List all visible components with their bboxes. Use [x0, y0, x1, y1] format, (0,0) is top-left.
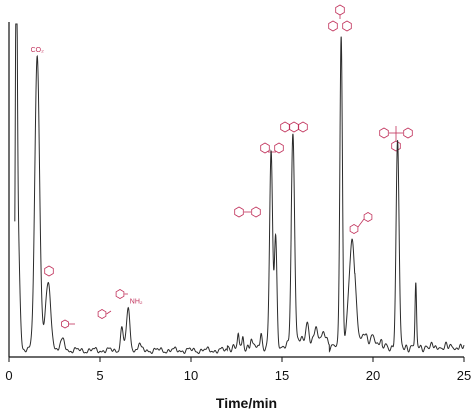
- diphenylurea-ring-b-icon: [363, 212, 373, 222]
- x-tick-label: 10: [184, 368, 198, 383]
- x-tick-label: 25: [457, 368, 471, 383]
- aniline-structure-icon: [115, 289, 125, 299]
- structure-icons: [44, 4, 413, 329]
- triphenylurea-ring-c-icon: [391, 140, 401, 152]
- diphenylurea-ring-a-icon: [349, 224, 359, 234]
- bond-line: [357, 218, 365, 228]
- phenazine-ring-b-icon: [289, 121, 299, 133]
- phenylcarbazole-ring-right-icon: [342, 20, 352, 32]
- chromatogram-trace: [14, 23, 465, 355]
- triphenylurea-ring-a-icon: [379, 127, 389, 139]
- peak-labels: CO₂ NH₂: [31, 47, 143, 306]
- x-axis-title: Time/min: [216, 395, 277, 411]
- x-tick-label: 15: [275, 368, 289, 383]
- toluene-structure-icon: [61, 319, 69, 329]
- x-tick-label: 20: [366, 368, 380, 383]
- peak-label: CO₂: [31, 47, 45, 54]
- fluorene-ring-b-icon: [274, 142, 284, 154]
- fluorene-ring-a-icon: [260, 142, 270, 154]
- x-tick-label: 0: [5, 368, 12, 383]
- phenazine-ring-c-icon: [298, 121, 308, 133]
- diphenylamine-ring-b-icon: [251, 206, 261, 218]
- diphenylamine-ring-a-icon: [234, 206, 244, 218]
- x-tick-label: 5: [96, 368, 103, 383]
- peak-label: NH₂: [130, 299, 143, 306]
- phenyl-isocyanate-structure-icon: [97, 309, 107, 319]
- phenylcarbazole-ring-top-icon: [335, 4, 345, 16]
- bond-line: [106, 310, 112, 315]
- benzene-structure-icon: [44, 265, 54, 277]
- phenylcarbazole-ring-left-icon: [328, 20, 338, 32]
- triphenylurea-ring-b-icon: [403, 127, 413, 139]
- phenazine-ring-a-icon: [280, 121, 290, 133]
- x-axis-ticks: 0 5 10 15 20 25: [5, 357, 471, 383]
